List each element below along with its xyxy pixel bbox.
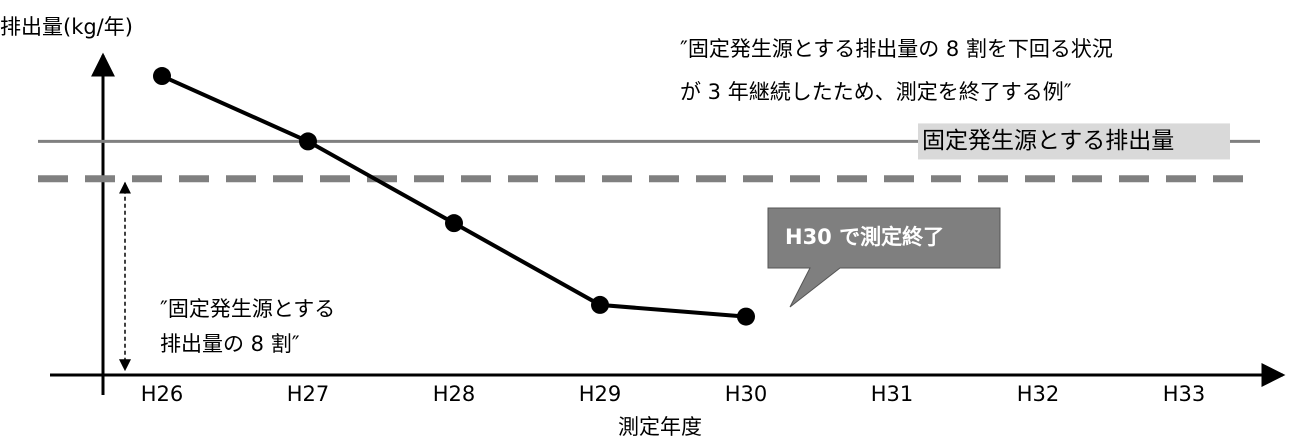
x-tick-label: H29 bbox=[579, 382, 622, 406]
reference-label: 固定発生源とする排出量 bbox=[922, 128, 1174, 154]
x-tick-label: H27 bbox=[287, 382, 330, 406]
x-tick-label: H30 bbox=[725, 382, 768, 406]
data-point bbox=[445, 214, 463, 233]
x-tick-label: H26 bbox=[141, 382, 184, 406]
callout-text: H30 で測定終了 bbox=[785, 225, 944, 249]
data-point bbox=[591, 295, 609, 314]
data-point bbox=[299, 132, 317, 151]
callout-box bbox=[767, 207, 1001, 308]
data-point bbox=[737, 307, 755, 326]
threshold-label: ″固定発生源とする bbox=[160, 297, 335, 321]
x-tick-label: H32 bbox=[1017, 382, 1060, 406]
x-axis-title: 測定年度 bbox=[618, 415, 702, 439]
data-point bbox=[153, 67, 171, 86]
annotation: ″固定発生源とする排出量の 8 割を下回る状況 bbox=[680, 37, 1113, 61]
x-tick-label: H33 bbox=[1163, 382, 1206, 406]
reference-label-bg bbox=[918, 123, 1230, 160]
x-tick-label: H31 bbox=[871, 382, 914, 406]
threshold-label: 排出量の 8 割″ bbox=[160, 332, 300, 356]
x-tick-label: H28 bbox=[433, 382, 476, 406]
y-axis-title: 排出量(kg/年) bbox=[0, 15, 133, 39]
annotation: が 3 年継続したため、測定を終了する例″ bbox=[680, 80, 1072, 104]
series-line bbox=[161, 74, 747, 319]
